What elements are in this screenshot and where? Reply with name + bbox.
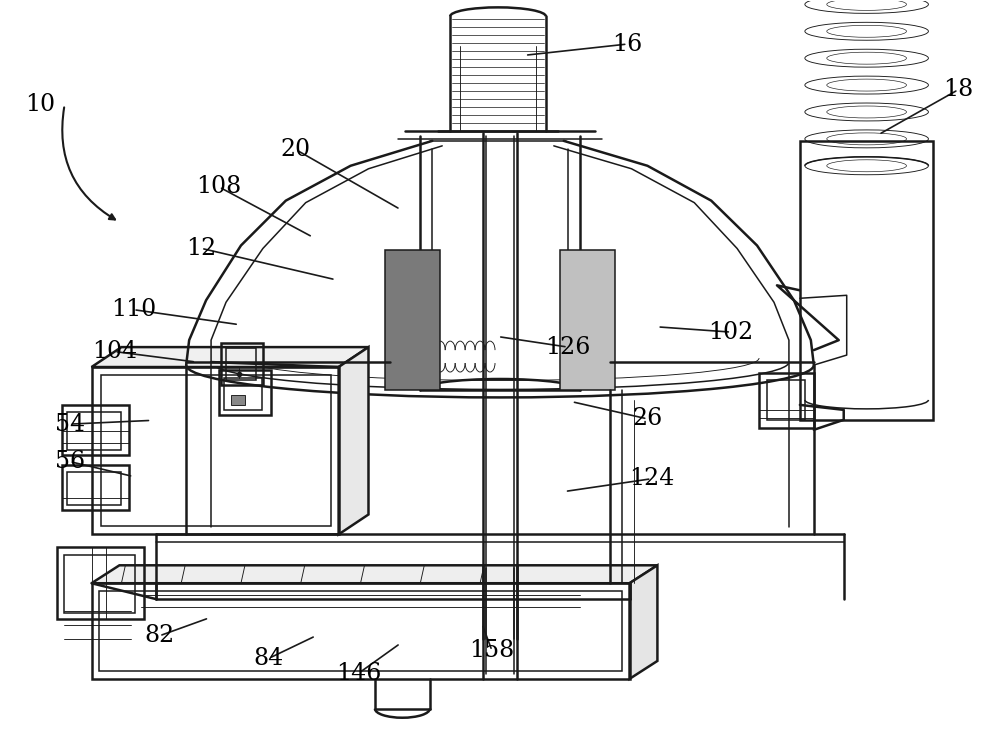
Bar [219,370,271,415]
Bar [64,555,135,613]
Polygon shape [92,566,657,584]
Bar [57,547,144,619]
Text: 126: 126 [545,336,590,358]
Bar [67,472,121,505]
Bar [231,395,245,405]
Polygon shape [339,347,368,535]
Text: 20: 20 [281,138,311,161]
Bar [767,380,805,420]
Bar [92,367,339,535]
Bar [62,405,129,454]
Text: 18: 18 [943,78,973,101]
Text: 110: 110 [111,298,156,321]
Bar [800,141,933,420]
Bar [99,591,622,671]
Text: 82: 82 [144,624,174,647]
Polygon shape [630,566,657,679]
Text: 56: 56 [55,450,85,473]
Text: 102: 102 [709,321,754,344]
Bar [221,343,263,385]
Bar [226,348,256,380]
Bar [385,251,440,390]
Text: 12: 12 [186,237,216,260]
Text: 26: 26 [632,407,663,430]
Bar [67,412,121,450]
Text: 146: 146 [336,662,381,685]
Text: 54: 54 [55,412,85,436]
Polygon shape [92,347,368,367]
Text: 10: 10 [25,93,55,116]
Text: 84: 84 [254,647,284,670]
Bar [224,378,262,410]
Text: 104: 104 [92,340,137,363]
Bar [92,584,630,679]
Text: 124: 124 [629,467,674,490]
Bar [560,251,615,390]
Bar [62,465,129,509]
Bar [101,375,331,526]
Text: 16: 16 [612,32,643,56]
Text: 158: 158 [469,639,515,662]
Bar [759,373,814,428]
Text: 108: 108 [196,176,242,198]
